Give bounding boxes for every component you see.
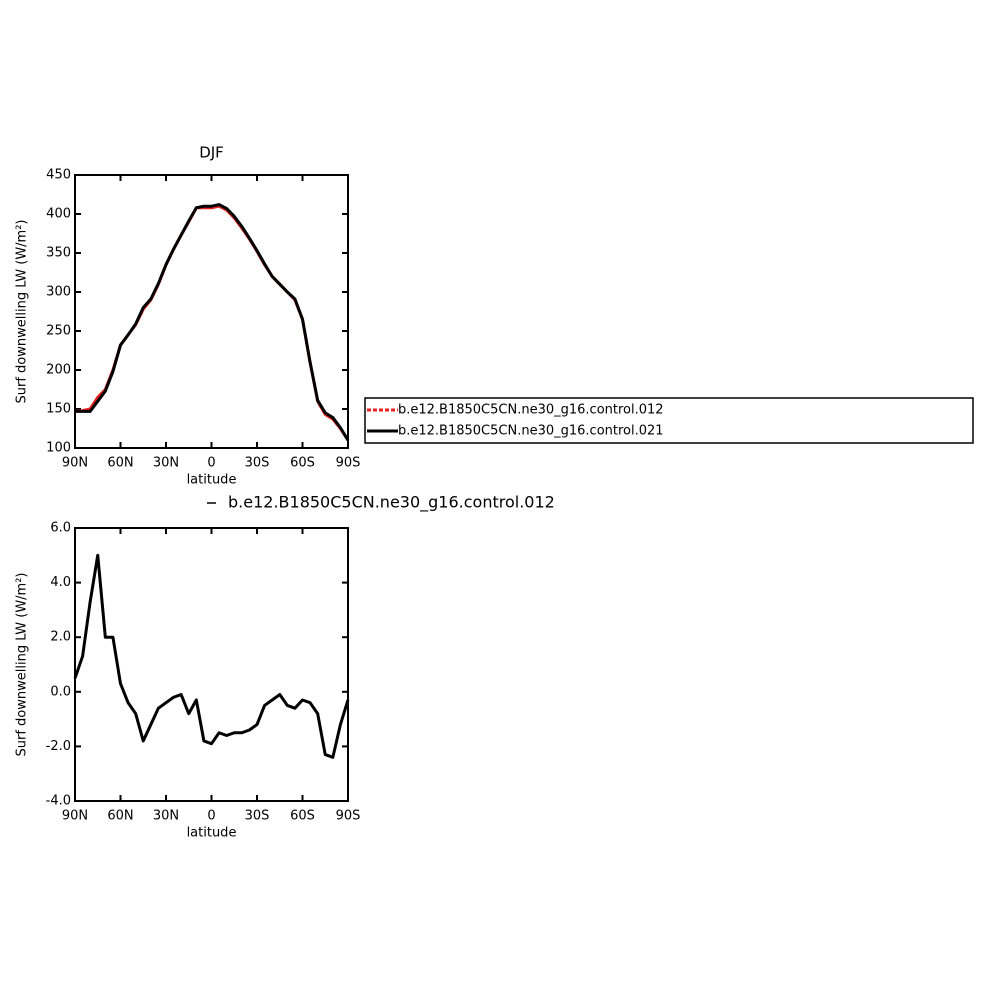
x-tick-label: 30S — [245, 456, 270, 471]
x-tick-label: 60N — [107, 809, 133, 824]
plot-frame — [74, 174, 349, 449]
legend-box — [364, 397, 974, 444]
y-tick-label: 0.0 — [50, 684, 71, 699]
x-tick-label: 0 — [207, 809, 215, 824]
data-line — [75, 203, 350, 441]
plot-frame — [74, 527, 349, 802]
x-tick-label: 90S — [336, 456, 361, 471]
x-tick-label: 30S — [245, 809, 270, 824]
x-tick-label: 0 — [207, 456, 215, 471]
x-tick-label: 30N — [153, 456, 179, 471]
y-tick-label: 250 — [46, 324, 71, 339]
x-tick-label: 60N — [107, 456, 133, 471]
y-tick-label: 6.0 — [50, 521, 71, 536]
y-tick-label: 350 — [46, 246, 71, 261]
x-tick-label: 30N — [153, 809, 179, 824]
y-tick-label: 200 — [46, 363, 71, 378]
y-tick-label: 2.0 — [50, 630, 71, 645]
y-tick-label: -2.0 — [46, 739, 71, 754]
y-axis-label: Surf downwelling LW (W/m²) — [15, 220, 30, 404]
data-line — [74, 204, 350, 442]
legend-label: b.e12.B1850C5CN.ne30_g16.control.021 — [398, 424, 664, 439]
x-tick-label: 90S — [336, 809, 361, 824]
x-tick-label: 90N — [62, 809, 88, 824]
legend-label: b.e12.B1850C5CN.ne30_g16.control.012 — [228, 493, 555, 513]
x-axis-label: latitude — [187, 473, 237, 488]
y-tick-label: 400 — [46, 207, 71, 222]
y-tick-label: 100 — [46, 441, 71, 456]
x-axis-label: latitude — [187, 826, 237, 841]
data-line — [73, 553, 350, 759]
y-tick-label: -4.0 — [46, 794, 71, 809]
x-tick-label: 90N — [62, 456, 88, 471]
y-tick-label: 300 — [46, 285, 71, 300]
chart-title: DJF — [199, 144, 224, 162]
legend-label: b.e12.B1850C5CN.ne30_g16.control.012 — [398, 403, 664, 418]
y-tick-label: 150 — [46, 402, 71, 417]
y-tick-label: 450 — [46, 168, 71, 183]
x-tick-label: 60S — [290, 456, 315, 471]
x-tick-label: 60S — [290, 809, 315, 824]
y-axis-label: Surf downwelling LW (W/m²) — [15, 573, 30, 757]
y-tick-label: 4.0 — [50, 575, 71, 590]
